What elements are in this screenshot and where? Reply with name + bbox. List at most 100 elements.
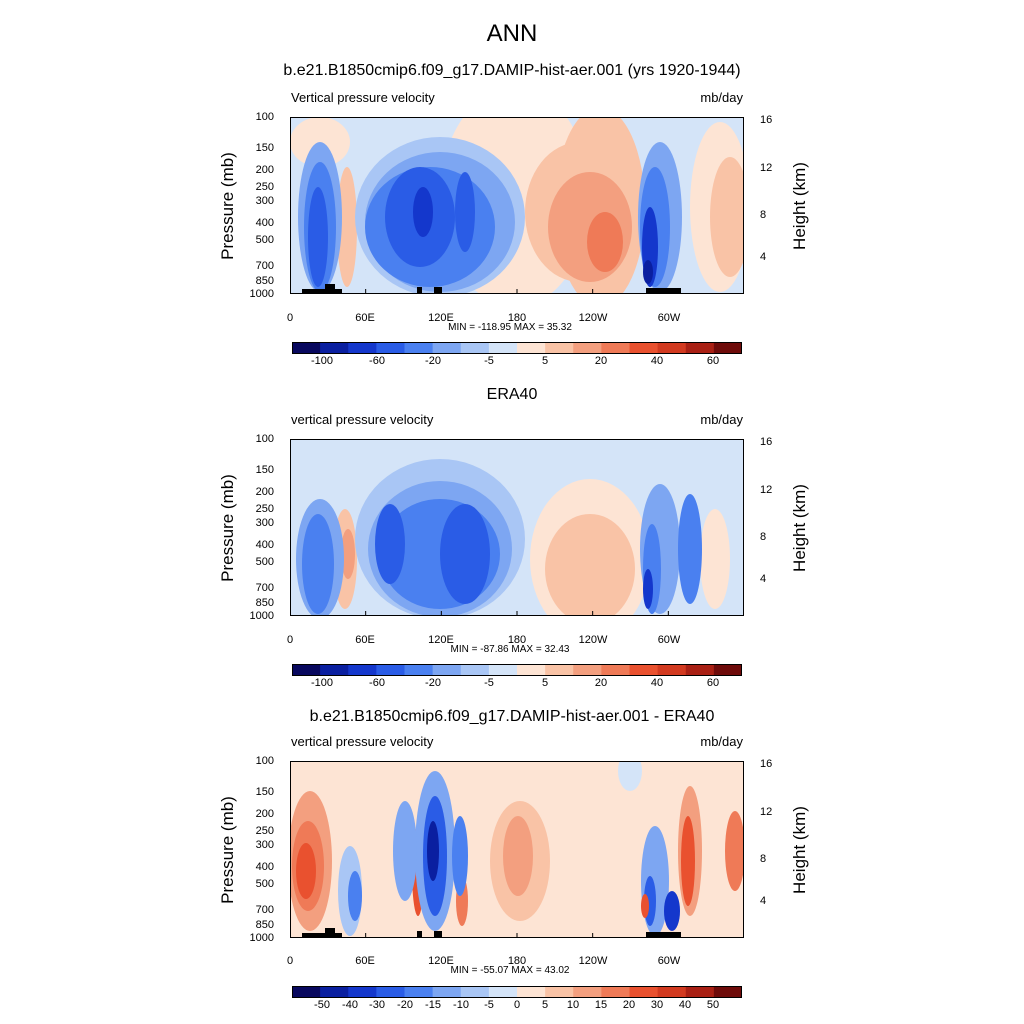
x-tick: 120E <box>428 955 454 967</box>
min-max-label: MIN = -55.07 MAX = 43.02 <box>450 965 570 976</box>
colorbar-label: 50 <box>706 999 720 1011</box>
panel-title: b.e21.B1850cmip6.f09_g17.DAMIP-hist-aer.… <box>283 62 741 79</box>
figure-title: ANN <box>486 20 538 47</box>
y-tick-right: 4 <box>760 895 767 907</box>
x-tick: 60W <box>657 955 681 967</box>
colorbar-swatch <box>292 986 321 998</box>
y-tick-right: 4 <box>760 573 767 585</box>
heatmap-plot <box>289 87 750 307</box>
y-tick-right: 16 <box>760 758 773 770</box>
y-tick: 1000 <box>249 932 274 944</box>
colorbar-label: -20 <box>425 677 441 689</box>
colorbar-label: 20 <box>594 677 608 689</box>
y-tick-right: 4 <box>760 251 767 263</box>
colorbar-swatch <box>713 664 743 676</box>
field-blob <box>427 821 439 881</box>
y-axis-right-label: Height (km) <box>790 162 809 250</box>
y-tick: 1000 <box>249 610 274 622</box>
colorbar-swatch <box>432 342 462 354</box>
colorbar-swatch <box>601 664 630 676</box>
panel-title: ERA40 <box>486 386 538 403</box>
colorbar-label: 20 <box>622 999 636 1011</box>
colorbar-swatch <box>713 986 743 998</box>
x-tick: 180 <box>507 312 527 324</box>
colorbar-swatch <box>348 342 377 354</box>
field-blob <box>348 871 362 921</box>
colorbar-swatch <box>601 986 630 998</box>
colorbar-label: -100 <box>310 677 334 689</box>
y-tick: 1000 <box>249 288 274 300</box>
colorbar-swatch <box>432 986 462 998</box>
variable-label: vertical pressure velocity <box>291 412 434 427</box>
units-label: mb/day <box>700 734 743 749</box>
y-tick-right: 8 <box>760 531 767 543</box>
colorbar-swatch <box>320 664 349 676</box>
variable-label: vertical pressure velocity <box>291 734 434 749</box>
x-tick: 120E <box>428 312 454 324</box>
x-tick: 0 <box>286 312 294 324</box>
colorbar-swatch <box>376 986 405 998</box>
y-tick-right: 12 <box>760 162 773 174</box>
x-tick: 120E <box>428 634 454 646</box>
colorbar-label: 5 <box>541 677 549 689</box>
colorbar-swatch <box>320 986 349 998</box>
topography-mask <box>325 284 335 294</box>
colorbar-swatch <box>488 342 518 354</box>
y-tick: 400 <box>255 861 274 873</box>
colorbar-label: -5 <box>484 355 494 367</box>
colorbar-swatch <box>573 986 602 998</box>
colorbar-swatch <box>517 664 546 676</box>
colorbar-label: 40 <box>650 355 664 367</box>
y-axis-right-label: Height (km) <box>790 484 809 572</box>
x-tick: 0 <box>286 955 294 967</box>
x-tick: 180 <box>507 955 527 967</box>
y-tick: 850 <box>255 919 274 931</box>
y-tick-right: 16 <box>760 436 773 448</box>
y-tick: 100 <box>255 433 274 445</box>
colorbar-swatch <box>292 664 321 676</box>
colorbar-label: -100 <box>310 355 334 367</box>
colorbar-label: -40 <box>342 999 358 1011</box>
x-tick: 60E <box>355 634 375 646</box>
panel-title: b.e21.B1850cmip6.f09_g17.DAMIP-hist-aer.… <box>309 708 715 725</box>
colorbar-swatch <box>517 342 546 354</box>
topography-mask <box>434 931 442 938</box>
y-tick: 850 <box>255 597 274 609</box>
x-tick: 60W <box>657 634 681 646</box>
colorbar-label: 40 <box>650 677 664 689</box>
heatmap-plot <box>289 439 745 639</box>
field-blob <box>587 212 623 272</box>
y-tick: 700 <box>255 904 274 916</box>
topography-mask <box>646 932 681 938</box>
y-tick: 250 <box>255 181 274 193</box>
y-tick: 200 <box>255 808 274 820</box>
colorbar-swatch <box>404 342 434 354</box>
colorbar-swatch <box>545 986 574 998</box>
y-tick: 500 <box>255 556 274 568</box>
x-tick: 60E <box>355 955 375 967</box>
colorbar-swatch <box>517 986 546 998</box>
colorbar-swatch <box>376 664 405 676</box>
colorbar-swatch <box>545 664 574 676</box>
field-blob <box>413 187 433 237</box>
y-tick: 300 <box>255 517 274 529</box>
field-blob <box>643 569 653 609</box>
colorbar-label: -60 <box>369 355 385 367</box>
y-tick: 250 <box>255 825 274 837</box>
colorbar-frame <box>292 986 742 998</box>
colorbar-swatch <box>432 664 462 676</box>
x-tick: 60W <box>657 312 681 324</box>
colorbar-label: 5 <box>541 355 549 367</box>
colorbar-swatch <box>404 986 434 998</box>
field-blob <box>302 514 334 614</box>
field-blob <box>375 504 405 584</box>
y-tick: 300 <box>255 839 274 851</box>
colorbar-swatch <box>685 664 715 676</box>
colorbar-frame <box>292 664 742 676</box>
colorbar-label: -5 <box>484 677 494 689</box>
field-blob <box>678 494 702 604</box>
colorbar-label: -30 <box>369 999 385 1011</box>
x-tick: 120W <box>578 955 608 967</box>
colorbar-label: 30 <box>650 999 664 1011</box>
y-tick: 500 <box>255 234 274 246</box>
